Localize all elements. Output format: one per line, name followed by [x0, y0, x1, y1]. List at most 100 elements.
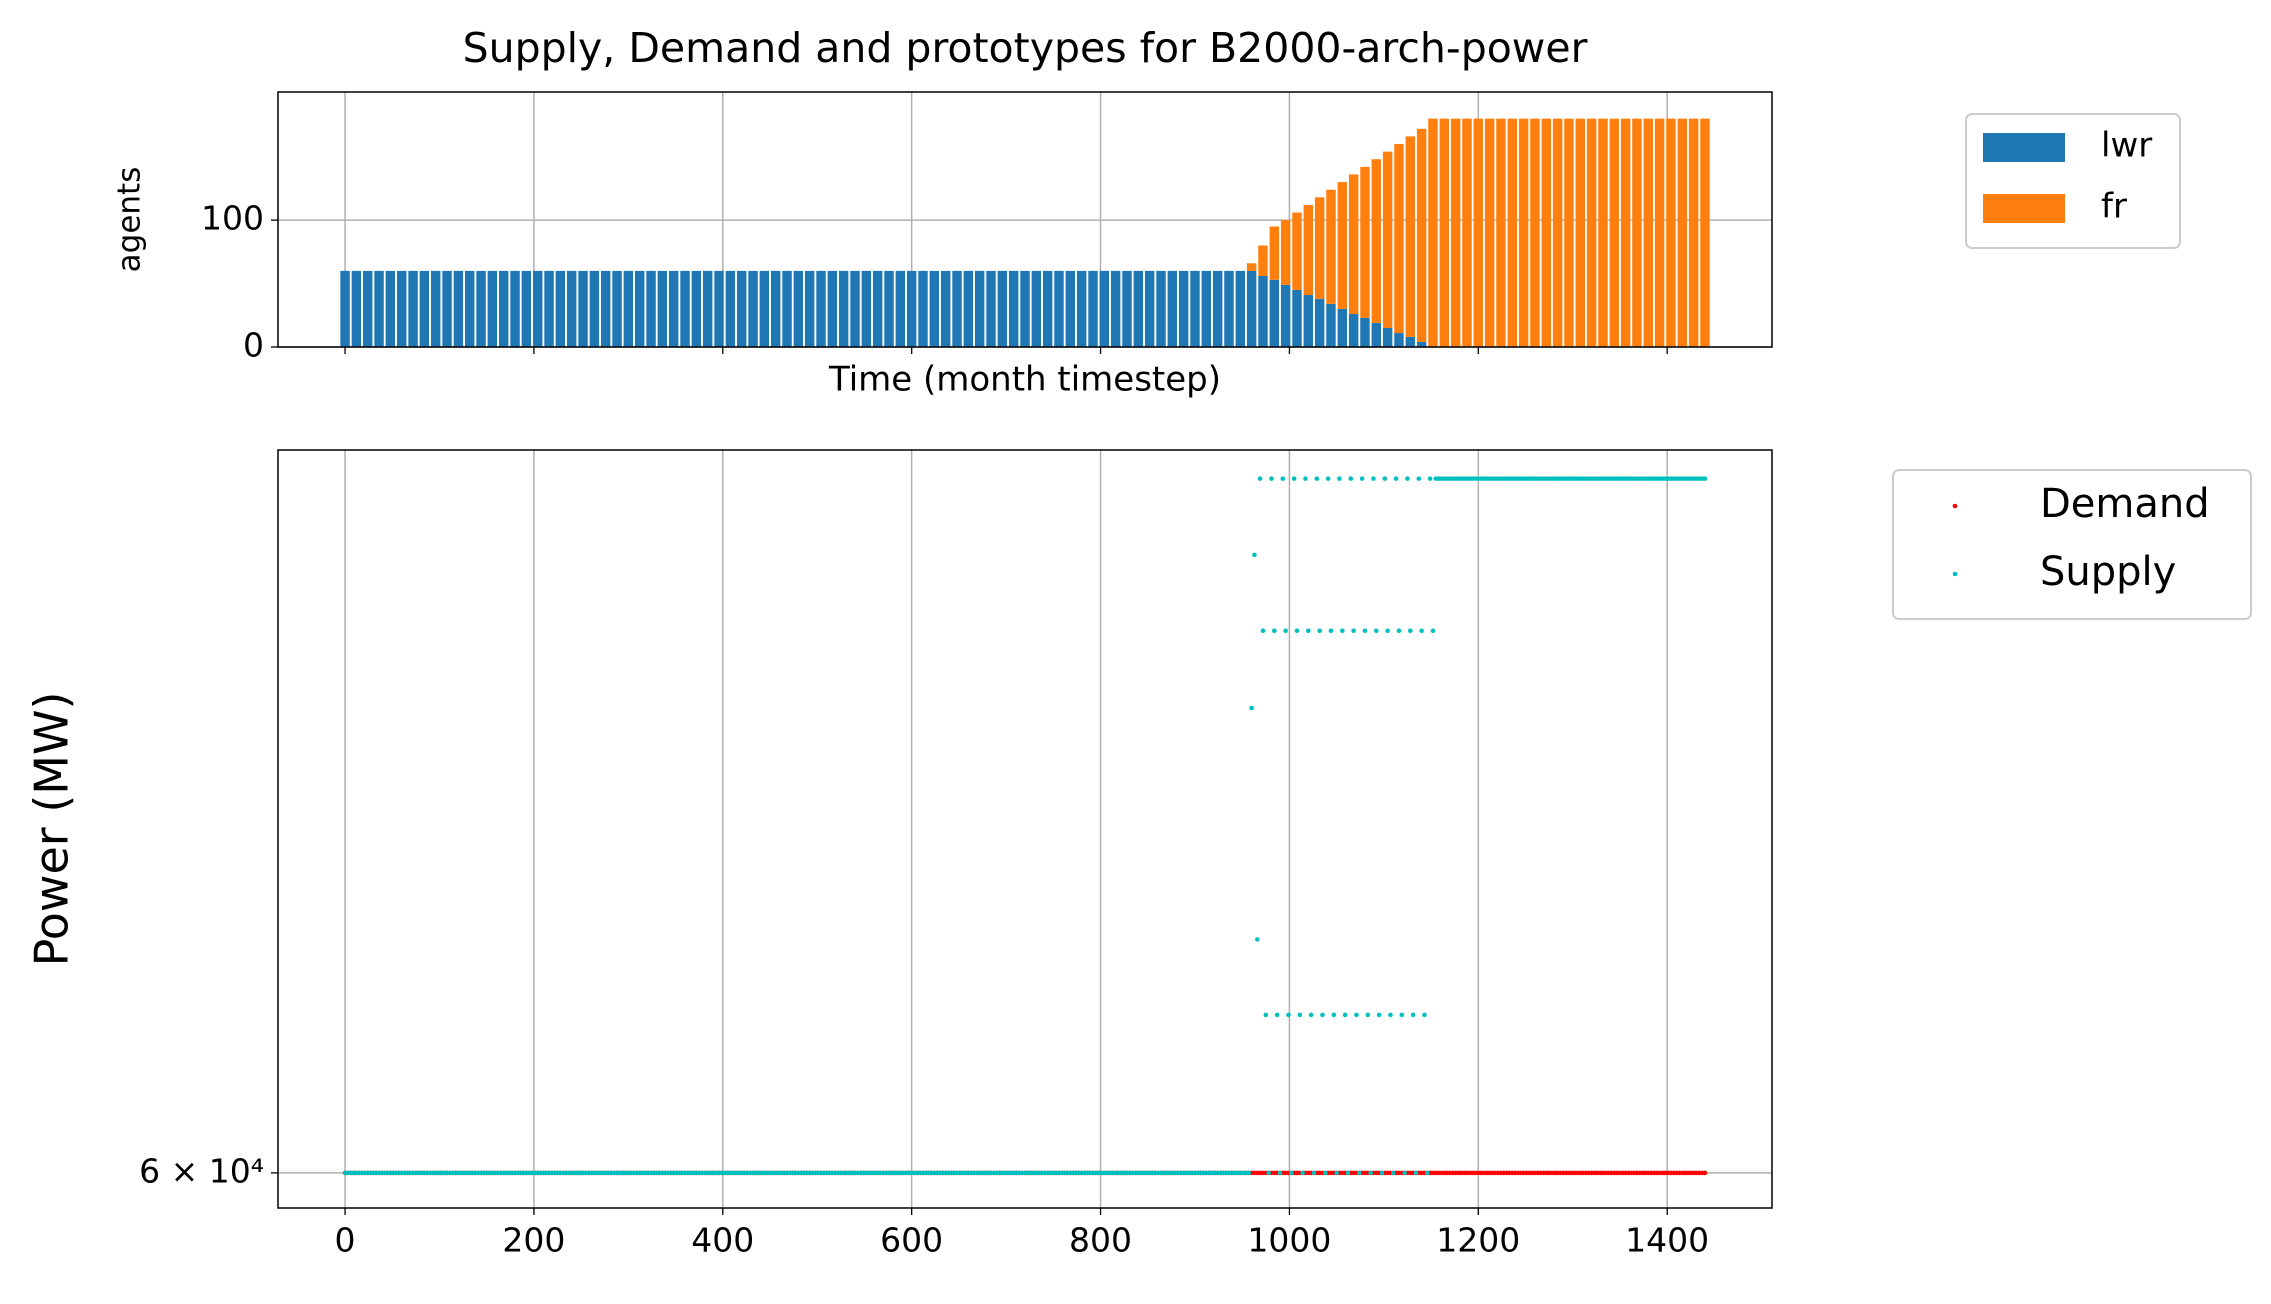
point	[1362, 628, 1368, 634]
bar	[997, 270, 1008, 347]
point	[1702, 1170, 1708, 1176]
point	[1314, 476, 1320, 481]
point	[1422, 1012, 1427, 1018]
chart-title: Supply, Demand and prototypes for B2000-…	[463, 24, 1588, 72]
x-tick-label: 400	[691, 1221, 754, 1260]
legend-label: lwr	[2101, 126, 2152, 166]
point	[1306, 628, 1311, 634]
point	[1345, 1170, 1351, 1176]
point	[1323, 1170, 1328, 1176]
bar	[1326, 303, 1336, 347]
bar	[510, 270, 520, 347]
bar	[1008, 270, 1019, 347]
point	[1300, 1170, 1305, 1176]
point	[1399, 1012, 1405, 1018]
bar	[872, 270, 883, 347]
bar	[1382, 327, 1393, 347]
bar	[1428, 118, 1438, 348]
bar	[1598, 118, 1608, 348]
legend-label: fr	[2101, 187, 2127, 227]
bar	[1246, 263, 1257, 271]
bar	[1156, 270, 1166, 347]
bar	[1065, 270, 1076, 347]
legend-label: Supply	[2040, 549, 2176, 595]
point	[1405, 476, 1410, 481]
bar	[929, 270, 940, 347]
bar	[1586, 118, 1597, 348]
bar	[1700, 118, 1710, 348]
point	[1286, 1012, 1291, 1018]
point	[1416, 476, 1422, 481]
x-axis-label: Time (month timestep)	[828, 360, 1221, 400]
bar	[680, 270, 690, 347]
bar	[385, 270, 396, 347]
y-tick-label: 100	[201, 199, 264, 238]
point	[1376, 1012, 1382, 1018]
plot-frame	[277, 449, 1773, 1209]
point	[1351, 628, 1356, 634]
bar	[1076, 270, 1087, 347]
bar	[1507, 118, 1518, 348]
bar	[340, 270, 350, 347]
bar	[1688, 118, 1699, 348]
point	[1368, 1170, 1373, 1176]
bar	[589, 270, 600, 347]
point	[1297, 1012, 1303, 1018]
bar	[442, 270, 452, 347]
bar	[1224, 270, 1234, 347]
point	[1289, 1170, 1294, 1176]
bar	[816, 270, 826, 347]
bar	[827, 270, 838, 347]
point	[1379, 1170, 1385, 1176]
bar	[940, 270, 951, 347]
legend-box	[1892, 469, 2252, 620]
point	[1702, 476, 1708, 481]
bar	[1462, 118, 1472, 348]
bar	[1677, 118, 1688, 348]
bar	[691, 270, 702, 347]
point	[1385, 628, 1390, 634]
legend: Demand Supply	[1892, 469, 2252, 620]
bar	[1394, 144, 1404, 334]
bar	[1382, 151, 1393, 328]
x-tick-label: 0	[335, 1221, 356, 1260]
legend-label: Demand	[2040, 481, 2210, 527]
bar	[974, 270, 985, 347]
point	[1291, 476, 1297, 481]
bar	[1518, 118, 1529, 348]
bar	[1292, 289, 1302, 347]
bar	[1042, 270, 1053, 347]
bar	[1246, 270, 1257, 347]
point	[1260, 628, 1266, 634]
point	[1277, 1170, 1283, 1176]
point	[1388, 1012, 1393, 1018]
bar	[1144, 270, 1155, 347]
bar	[1348, 314, 1359, 347]
bar	[396, 270, 407, 347]
bar	[770, 270, 781, 347]
point	[1342, 1012, 1348, 1018]
bar	[668, 270, 679, 347]
point	[1255, 937, 1260, 942]
bar	[453, 270, 464, 347]
bar	[1360, 317, 1370, 347]
x-tick-label: 600	[880, 1221, 943, 1260]
bar	[1337, 182, 1348, 309]
bar	[714, 270, 724, 347]
bar	[1314, 197, 1325, 299]
point	[1396, 628, 1402, 634]
legend-marker	[1952, 571, 1958, 577]
point	[1252, 552, 1257, 558]
bar	[1348, 174, 1359, 315]
bar	[487, 270, 498, 347]
bar	[646, 270, 656, 347]
point	[1249, 705, 1254, 711]
bar	[1450, 118, 1461, 348]
point	[1382, 476, 1388, 481]
point	[1425, 1170, 1430, 1176]
point	[1246, 1170, 1252, 1176]
bar	[1235, 270, 1246, 347]
point	[1357, 1170, 1362, 1176]
bar	[1212, 270, 1223, 347]
